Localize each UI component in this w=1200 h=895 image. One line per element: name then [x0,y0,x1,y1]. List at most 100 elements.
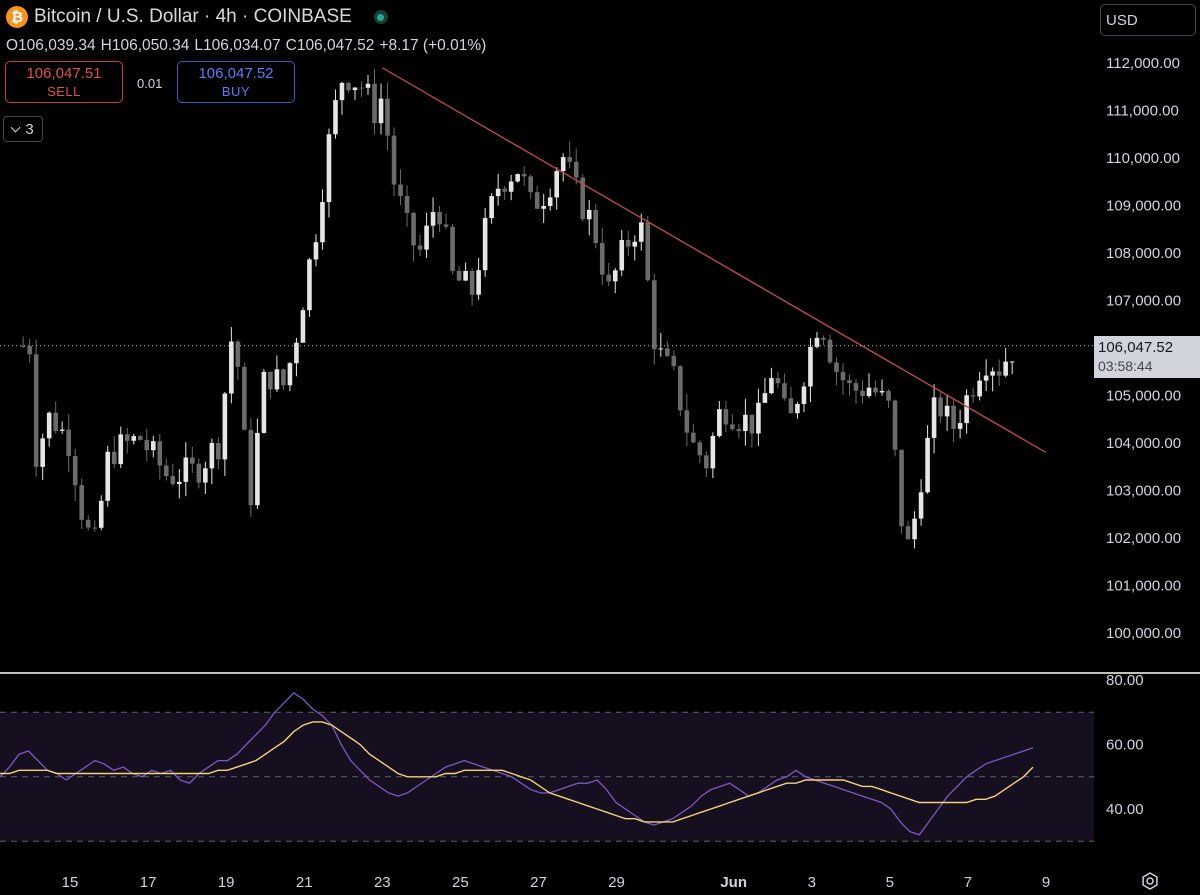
candle [671,355,677,367]
candle [339,82,345,101]
currency-selector[interactable]: USD [1100,4,1196,36]
candle [534,192,540,209]
candle [222,393,228,460]
candle [333,100,338,135]
candle [743,414,748,432]
ohlc-legend: O106,039.34 H106,050.34 L106,034.07 C106… [6,37,486,55]
candle [124,434,130,441]
symbol-header[interactable]: ₿ Bitcoin / U.S. Dollar · 4h · COINBASE [6,6,388,28]
candle [801,386,807,404]
candle [769,378,774,394]
candle [678,366,683,411]
candle [365,83,371,88]
candle [255,432,260,506]
candle [216,443,221,460]
candle [456,270,462,281]
candle [313,242,319,260]
candle [248,429,254,506]
candle [300,310,306,343]
sell-button[interactable]: 106,047.51 SELL [5,61,123,103]
time-axis-tick: Jun [720,874,747,891]
last-price-tag: 106,047.52 03:58:44 [1094,336,1200,378]
candle [723,409,729,425]
candle [782,383,787,399]
candle [20,345,26,347]
candle [612,270,618,282]
candle [137,436,143,440]
candle [242,366,247,430]
candle [482,218,488,271]
candle [359,87,364,89]
candle [580,177,586,220]
candle [346,82,351,91]
candle [469,270,475,295]
candle [736,429,742,432]
bitcoin-logo-icon: ₿ [6,6,28,28]
candle [573,161,579,178]
sell-price: 106,047.51 [26,65,102,82]
candle [879,390,885,393]
price-axis-tick: 101,000.00 [1106,578,1181,595]
candle [411,212,416,246]
candle [72,456,78,486]
price-axis-tick: 103,000.00 [1106,483,1181,500]
candle [710,435,716,469]
candle [495,188,501,197]
candle [808,346,813,387]
candle [404,195,410,213]
trendline [381,67,1047,454]
candle [40,438,45,467]
candle [762,393,768,403]
candle [560,157,566,172]
candle [554,171,559,198]
candle [150,441,156,451]
candle [606,274,612,282]
time-axis-tick: 29 [608,874,625,891]
buy-button[interactable]: 106,047.52 BUY [177,61,295,103]
candle [326,134,332,203]
time-axis-tick: 19 [218,874,235,891]
candle [567,157,573,162]
candle [957,423,963,429]
change-value: +8.17 (+0.01%) [379,37,487,54]
candle [33,354,39,467]
candle [528,176,533,193]
time-axis-tick: 23 [374,874,391,891]
candle [860,390,865,397]
candle [27,346,32,355]
candle [899,449,904,527]
candle [430,212,436,226]
buy-price: 106,047.52 [198,65,274,82]
time-axis-tick: 9 [1042,874,1050,891]
candle [977,380,982,397]
candle [619,240,625,271]
candle [489,196,494,219]
candle [691,432,696,443]
candle [163,465,169,477]
candle [1003,361,1008,376]
candle [385,98,390,136]
candle [866,387,872,397]
candle [853,383,859,391]
candle [46,412,52,439]
gear-icon[interactable] [1141,872,1159,890]
candle [203,468,208,483]
candle [665,348,670,356]
candle [651,280,657,350]
rsi-axis-tick: 40.00 [1106,801,1144,818]
price-axis-tick: 111,000.00 [1106,103,1179,120]
indicators-toggle-button[interactable]: 3 [3,116,43,142]
price-axis-tick: 109,000.00 [1106,198,1181,215]
candle [970,395,976,397]
candle [658,348,664,350]
time-axis-tick: 7 [964,874,972,891]
candle [476,270,481,295]
candle [463,270,468,281]
candle [996,371,1002,376]
candle [638,222,644,242]
candle [964,395,969,424]
candle [599,243,605,275]
spread-value: 0.01 [137,76,163,91]
chevron-down-icon [10,122,21,132]
